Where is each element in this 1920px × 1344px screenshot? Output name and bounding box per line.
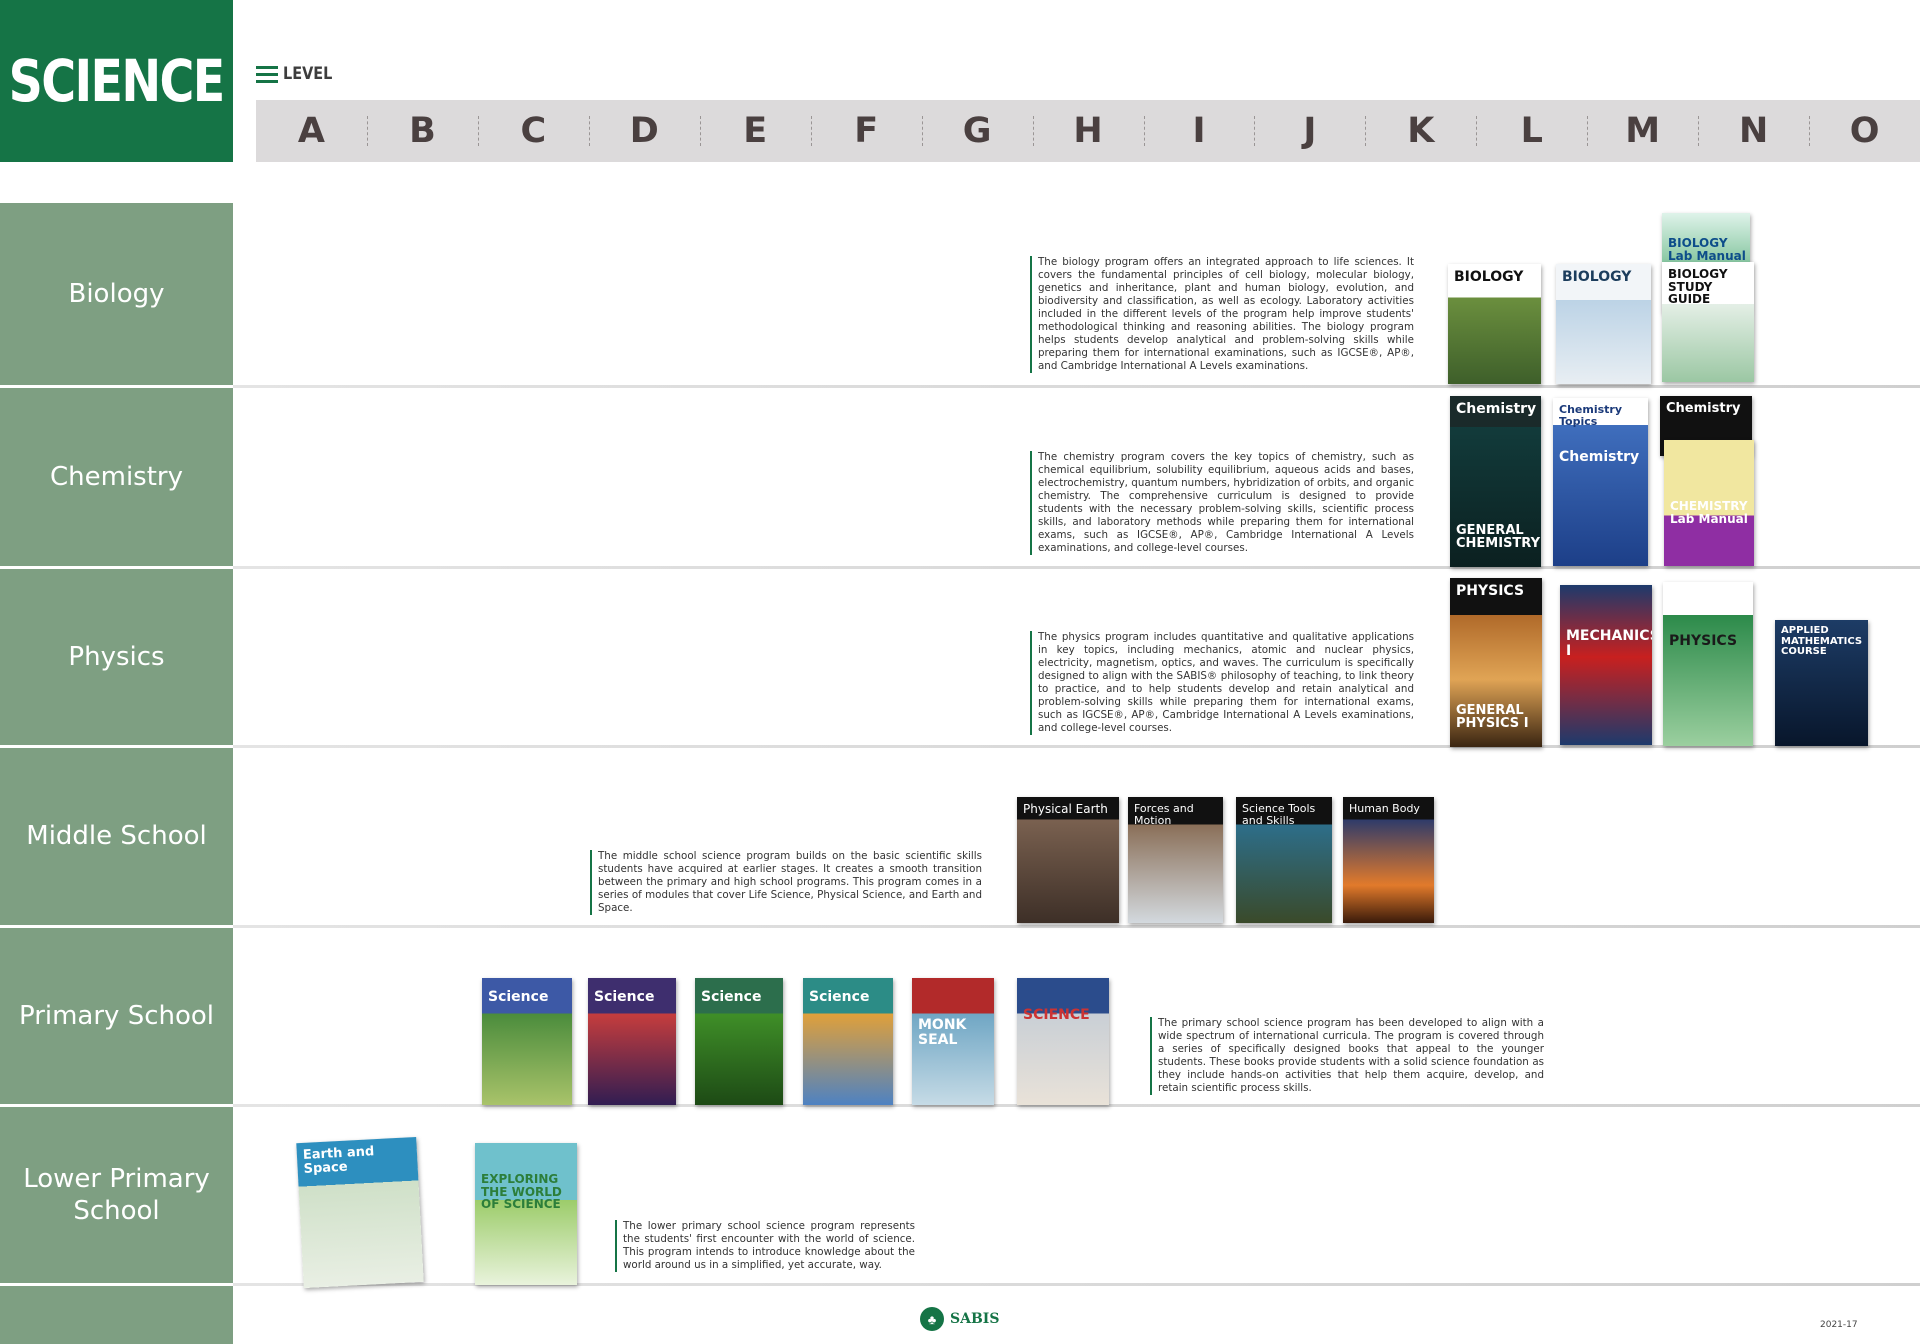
book-physics-n: PHYSICS: [1663, 582, 1753, 746]
book-chemistry-l: Chemistry GENERAL CHEMISTRY: [1450, 396, 1541, 567]
book-primary-physical-science: Science: [588, 978, 676, 1105]
biology-description: The biology program offers an integrated…: [1030, 256, 1414, 373]
level-o: O: [1809, 100, 1920, 162]
lower-primary-description: The lower primary school science program…: [615, 1220, 915, 1272]
book-primary-life-science: Science: [695, 978, 783, 1105]
category-middle-school: Middle School: [0, 748, 233, 925]
level-a: A: [297, 111, 326, 151]
row-divider: [233, 745, 1920, 748]
level-l: L: [1476, 100, 1587, 162]
book-biology-study-guide: BIOLOGY STUDY GUIDE: [1662, 262, 1754, 382]
book-primary-science-6: SCIENCE: [1017, 978, 1109, 1105]
physics-description: The physics program includes quantitativ…: [1030, 631, 1414, 735]
level-label: LEVEL: [256, 64, 341, 84]
book-chemistry-m: Chemistry Topics Chemistry: [1553, 398, 1648, 566]
book-biology-m: BIOLOGY: [1556, 264, 1651, 384]
book-primary-earth-space: Science: [482, 978, 572, 1105]
level-f: F: [810, 100, 922, 162]
menu-icon: [256, 65, 278, 83]
book-physics-mechanics: MECHANICS I: [1560, 585, 1652, 745]
level-bar: A B C D E F G H I J K L M N O: [256, 100, 1920, 162]
row-divider: [233, 925, 1920, 928]
sabis-logo: ♣ SABIS: [920, 1307, 999, 1331]
row-divider: [233, 1104, 1920, 1107]
book-human-body: Human Body: [1343, 797, 1434, 923]
book-chemistry-lab-manual: CHEMISTRY Lab Manual: [1664, 440, 1754, 566]
middle-school-description: The middle school science program builds…: [590, 850, 982, 915]
level-b: B: [366, 100, 478, 162]
book-physics-l: PHYSICS GENERAL PHYSICS I: [1450, 578, 1542, 747]
page-title: SCIENCE: [0, 0, 233, 162]
category-chemistry: Chemistry: [0, 388, 233, 566]
tree-icon: ♣: [920, 1307, 944, 1331]
book-primary-science: Science: [803, 978, 893, 1105]
row-divider: [233, 385, 1920, 388]
chemistry-description: The chemistry program covers the key top…: [1030, 451, 1414, 555]
level-h: H: [1032, 100, 1144, 162]
book-exploring-world-of-science: EXPLORING THE WORLD OF SCIENCE: [475, 1143, 577, 1285]
category-primary-school: Primary School: [0, 928, 233, 1104]
level-k: K: [1365, 100, 1476, 162]
category-physics: Physics: [0, 569, 233, 745]
level-d: D: [588, 100, 700, 162]
category-column-end: [0, 1286, 233, 1344]
level-g: G: [921, 100, 1033, 162]
level-m: M: [1587, 100, 1698, 162]
book-lower-primary-earth-space: Earth and Space: [296, 1136, 424, 1289]
level-i: I: [1143, 100, 1255, 162]
book-applied-mathematics: APPLIED MATHEMATICS COURSE: [1775, 620, 1868, 746]
primary-school-description: The primary school science program has b…: [1150, 1017, 1544, 1095]
book-biology-l: BIOLOGY: [1448, 264, 1541, 384]
category-lower-primary-school: Lower Primary School: [0, 1107, 233, 1283]
book-primary-monk-seal: MONK SEAL: [912, 978, 994, 1105]
document-code: 2021-17: [1820, 1320, 1858, 1330]
level-e: E: [699, 100, 811, 162]
level-c: C: [477, 100, 589, 162]
category-biology: Biology: [0, 203, 233, 385]
book-science-tools-and-skills: Science Tools and Skills: [1236, 797, 1332, 923]
level-j: J: [1254, 100, 1365, 162]
row-divider: [233, 1283, 1920, 1286]
book-physical-earth: Physical Earth: [1017, 797, 1119, 923]
book-forces-and-motion: Forces and Motion: [1128, 797, 1223, 923]
level-n: N: [1698, 100, 1809, 162]
row-divider: [233, 566, 1920, 569]
